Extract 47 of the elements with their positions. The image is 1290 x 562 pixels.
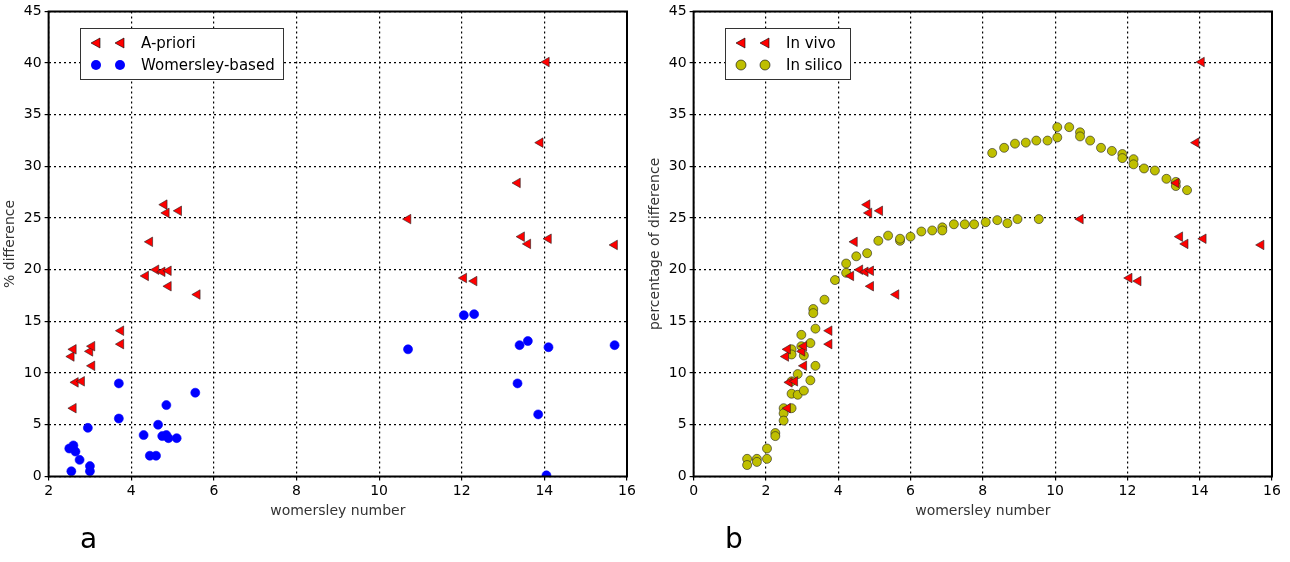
x-tick-label: 10 (370, 482, 389, 499)
x-tick-label: 2 (44, 482, 54, 499)
x-tick-label: 0 (689, 482, 699, 499)
y-tick-label: 45 (23, 2, 42, 19)
y-tick-label: 30 (23, 157, 42, 174)
text: a (80, 522, 98, 555)
x-tick-label: 4 (126, 482, 136, 499)
y-tick-label: 35 (23, 105, 42, 122)
x-tick-label: 12 (452, 482, 471, 499)
x-tick-label: 14 (1190, 482, 1209, 499)
y-tick-label: 20 (668, 260, 687, 277)
y-tick-label: 10 (668, 363, 687, 380)
x-tick-label: 12 (1118, 482, 1137, 499)
y-tick-label: 35 (668, 105, 687, 122)
text: b (725, 522, 743, 555)
y-tick-label: 15 (668, 312, 687, 329)
y-tick-label: 20 (23, 260, 42, 277)
x-tick-label: 14 (535, 482, 554, 499)
x-tick-label: 10 (1046, 482, 1065, 499)
x-tick-label: 4 (833, 482, 843, 499)
y-tick-label: 45 (668, 2, 687, 19)
x-tick-label: 2 (761, 482, 771, 499)
x-tick-label: 8 (978, 482, 988, 499)
legend-label: In vivo (786, 33, 836, 54)
x-tick-label: 16 (1263, 482, 1281, 499)
y-tick-label: 40 (668, 53, 687, 70)
x-axis-title: womersley number (915, 502, 1051, 519)
y-tick-label: 0 (677, 467, 687, 484)
x-tick-label: 6 (906, 482, 916, 499)
legend-label: In silico (786, 55, 843, 76)
y-tick-label: 10 (23, 363, 42, 380)
legend-label: A-priori (141, 33, 196, 54)
x-axis-title: womersley number (270, 502, 406, 519)
x-tick-label: 8 (292, 482, 301, 499)
y-tick-label: 5 (677, 415, 687, 432)
y-tick-label: 15 (23, 312, 42, 329)
y-tick-label: 0 (32, 467, 42, 484)
y-tick-label: 5 (32, 415, 42, 432)
y-axis-title: % difference (1, 199, 18, 288)
y-tick-label: 25 (23, 208, 42, 225)
x-tick-label: 6 (209, 482, 219, 499)
legend-label: Womersley-based (141, 55, 275, 76)
y-tick-label: 30 (668, 157, 687, 174)
y-tick-label: 40 (23, 53, 42, 70)
x-tick-label: 16 (618, 482, 636, 499)
y-tick-label: 25 (668, 208, 687, 225)
y-axis-title: percentage of difference (646, 157, 663, 331)
